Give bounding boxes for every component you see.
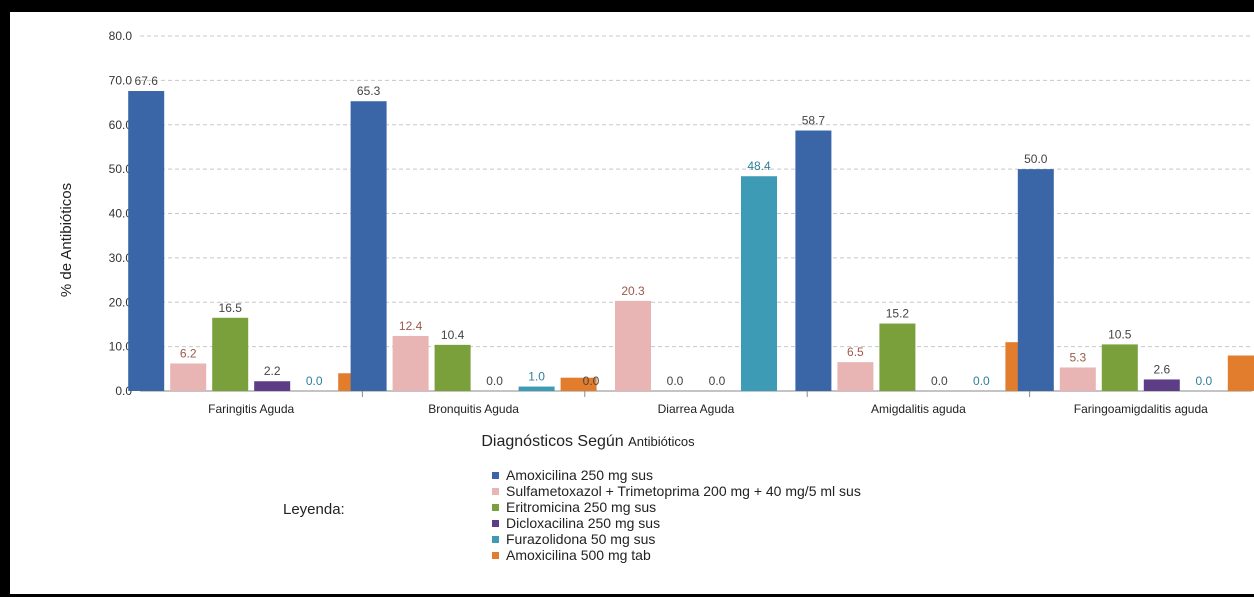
data-label: 2.2 [264,364,281,378]
legend-item: Dicloxacilina 250 mg sus [492,515,861,531]
bar [795,130,832,392]
data-label: 0.0 [931,374,948,388]
data-label: 10.5 [1108,327,1132,341]
y-tick-label: 80.0 [109,29,133,43]
bars [128,91,1254,392]
bar [879,323,916,391]
x-axis-label: Diagnósticos Según Antibióticos [481,433,695,450]
legend-label: Eritromicina 250 mg sus [506,499,657,515]
bar [1017,169,1054,391]
legend-swatch [492,471,499,479]
x-tick-label: Diarrea Aguda [658,402,735,416]
data-label: 20.3 [621,284,645,298]
x-tick-label: Amigdalitis aguda [871,402,966,416]
legend: Amoxicilina 250 mg sus Sulfametoxazol + T… [492,467,861,563]
data-label: 0.0 [1195,374,1212,388]
data-label: 0.0 [973,374,990,388]
legend-label: Furazolidona 50 mg sus [506,531,656,547]
y-tick-label: 70.0 [109,73,133,87]
legend-label: Dicloxacilina 250 mg sus [506,515,661,531]
legend-item: Amoxicilina 250 mg sus [492,467,861,483]
bar [741,176,777,391]
data-label: 5.3 [1069,350,1086,364]
data-label: 58.7 [802,114,826,128]
data-label: 0.0 [583,374,600,388]
y-tick-label: 50.0 [109,162,133,176]
bar [392,335,429,391]
legend-label: Amoxicilina 500 mg tab [506,547,651,563]
y-tick-label: 0.0 [115,384,132,398]
bar [1059,367,1096,391]
data-label: 2.6 [1153,362,1170,376]
y-tick-label: 30.0 [109,251,133,265]
bar [254,381,291,391]
x-axis-ticks: Faringitis Aguda Bronquitis Aguda Diarrea … [208,391,1208,416]
legend-label: Amoxicilina 250 mg sus [506,467,654,483]
data-labels: 67.6 6.2 16.5 2.2 0.0 65.3 12.4 10.4 0.0 1.0 0.0 20… [135,74,1213,388]
data-label: 50.0 [1024,152,1048,166]
data-label: 0.0 [486,374,503,388]
x-tick-label: Faringitis Aguda [208,402,294,416]
legend-swatch [492,519,499,527]
bar [170,363,207,391]
bar [615,300,651,391]
data-label: 65.3 [357,84,381,98]
legend-label: Sulfametoxazol + Trimetoprima 200 mg + 4… [506,483,861,499]
legend-title: Leyenda: [283,501,345,518]
data-label: 6.2 [180,346,197,360]
data-label: 15.2 [886,307,910,321]
data-label: 48.4 [747,159,771,173]
bar [518,386,555,391]
data-label: 1.0 [528,370,545,384]
y-tick-label: 40.0 [109,207,133,221]
data-label: 16.5 [219,301,243,315]
x-tick-label: Bronquitis Aguda [428,402,519,416]
legend-swatch [492,535,499,543]
legend-item: Sulfametoxazol + Trimetoprima 200 mg + 4… [492,483,861,499]
legend-item: Furazolidona 50 mg sus [492,531,861,547]
bar [1143,379,1180,391]
data-label: 0.0 [667,374,684,388]
bar [212,317,249,391]
bar [128,91,165,392]
data-label: 12.4 [399,319,423,333]
data-label: 0.0 [306,374,323,388]
data-label: 6.5 [847,345,864,359]
bar [1227,355,1254,391]
legend-swatch [492,487,499,495]
y-tick-label: 20.0 [109,295,133,309]
data-label: 0.0 [709,374,726,388]
y-tick-label: 60.0 [109,118,133,132]
bar [560,377,597,391]
bar [434,344,471,391]
legend-swatch [492,551,499,559]
data-label: 67.6 [135,74,159,88]
y-tick-label: 10.0 [109,340,133,354]
legend-item: Eritromicina 250 mg sus [492,499,861,515]
y-axis-label: % de Antibióticos [58,183,75,297]
gridlines [140,35,1252,348]
legend-swatch [492,503,499,511]
legend-item: Amoxicilina 500 mg tab [492,547,861,563]
y-axis-ticks: 0.0 10.0 20.0 30.0 40.0 50.0 60.0 70.0 80.0 [109,29,133,398]
x-tick-label: Faringoamigdalitis aguda [1074,402,1208,416]
bar [837,362,874,391]
bar [1101,344,1138,391]
data-label: 10.4 [441,328,465,342]
bar [350,101,387,391]
